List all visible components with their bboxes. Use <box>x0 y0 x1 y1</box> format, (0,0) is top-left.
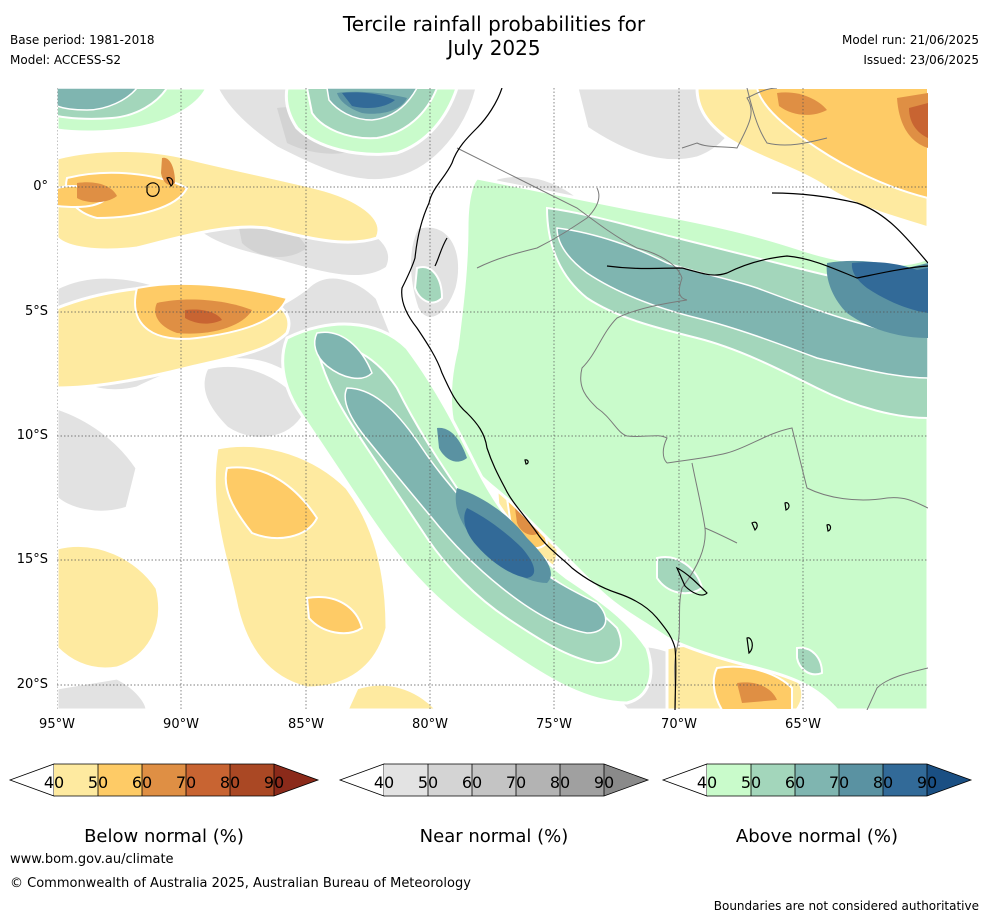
metadata-left: Base period: 1981-2018 Model: ACCESS-S2 <box>10 30 155 70</box>
footer-url[interactable]: www.bom.gov.au/climate <box>10 852 174 867</box>
legend-below-title: Below normal (%) <box>84 826 244 847</box>
legend-above-swatch-6 <box>927 764 971 796</box>
legend-near-swatch-3 <box>472 764 516 796</box>
legend-near-swatch-6 <box>604 764 648 796</box>
legend-near-swatch-5 <box>560 764 604 796</box>
legend-below-tick-70: 70 <box>175 773 197 792</box>
legend-above-swatch-1 <box>707 764 751 796</box>
legend-below-swatch-3 <box>142 764 186 796</box>
lon-label-65w: 65°W <box>785 717 821 732</box>
legend-above-tick-50: 50 <box>740 773 762 792</box>
lat-label-20s: 20°S <box>16 677 48 692</box>
legend-near-swatch-2 <box>428 764 472 796</box>
legend-near-tick-40: 40 <box>373 773 395 792</box>
lon-label-95w: 95°W <box>39 717 75 732</box>
base-period: Base period: 1981-2018 <box>10 33 155 47</box>
lon-label-85w: 85°W <box>288 717 324 732</box>
lat-label-15s: 15°S <box>16 552 48 567</box>
legend-above-swatch-3 <box>795 764 839 796</box>
lat-label-10s: 10°S <box>16 428 48 443</box>
legend-above-title: Above normal (%) <box>735 826 899 847</box>
lon-label-90w: 90°W <box>163 717 199 732</box>
title-line-1: Tercile rainfall probabilities for <box>342 12 646 36</box>
legend-near-swatch-4 <box>516 764 560 796</box>
legend-above-tick-70: 70 <box>828 773 850 792</box>
legend-above-swatch-4 <box>839 764 883 796</box>
legend-below-normal-colorbar <box>8 763 320 797</box>
footer-copyright: © Commonwealth of Australia 2025, Austra… <box>10 876 471 891</box>
country-borders <box>456 88 928 710</box>
legend-below-swatch-5 <box>230 764 274 796</box>
title-line-2: July 2025 <box>447 36 541 60</box>
lon-label-80w: 80°W <box>412 717 448 732</box>
coastline <box>146 88 928 710</box>
legend-above-tick-90: 90 <box>916 773 938 792</box>
legend-below-swatch-6 <box>274 764 318 796</box>
legend-below-tick-80: 80 <box>219 773 241 792</box>
legend-near-tick-80: 80 <box>549 773 571 792</box>
legend-below-tick-60: 60 <box>131 773 153 792</box>
legend-above-normal-colorbar <box>661 763 973 797</box>
lat-label-5s: 5°S <box>24 304 48 319</box>
legend-below-tick-40: 40 <box>43 773 65 792</box>
legend-near-title: Near normal (%) <box>419 826 569 847</box>
legend-above-tick-40: 40 <box>696 773 718 792</box>
lon-label-70w: 70°W <box>661 717 697 732</box>
legend-above-swatch-5 <box>883 764 927 796</box>
legend-near-tick-90: 90 <box>593 773 615 792</box>
legend-above-tick-60: 60 <box>784 773 806 792</box>
legend-near-tick-50: 50 <box>417 773 439 792</box>
legend-near-normal-colorbar <box>338 763 650 797</box>
lon-label-75w: 75°W <box>536 717 572 732</box>
issued-date: Issued: 23/06/2025 <box>863 53 979 67</box>
legend-below-swatch-1 <box>54 764 98 796</box>
graticule <box>57 88 928 710</box>
metadata-right: Model run: 21/06/2025 Issued: 23/06/2025 <box>842 30 979 70</box>
legend-below-swatch-4 <box>186 764 230 796</box>
model-run: Model run: 21/06/2025 <box>841 33 979 47</box>
rainfall-map <box>57 88 928 710</box>
lat-label-0: 0° <box>33 179 48 194</box>
legend-above-tick-80: 80 <box>872 773 894 792</box>
boundary-disclaimer: Boundaries are not considered authoritat… <box>713 899 979 913</box>
chart-title: Tercile rainfall probabilities for July … <box>0 12 988 60</box>
model-name: Model: ACCESS-S2 <box>10 53 122 67</box>
legend-below-tick-90: 90 <box>263 773 285 792</box>
legend-below-swatch-2 <box>98 764 142 796</box>
legend-below-tick-50: 50 <box>87 773 109 792</box>
legend-near-tick-70: 70 <box>505 773 527 792</box>
legend-above-swatch-2 <box>751 764 795 796</box>
legend-near-tick-60: 60 <box>461 773 483 792</box>
legend-near-swatch-1 <box>384 764 428 796</box>
